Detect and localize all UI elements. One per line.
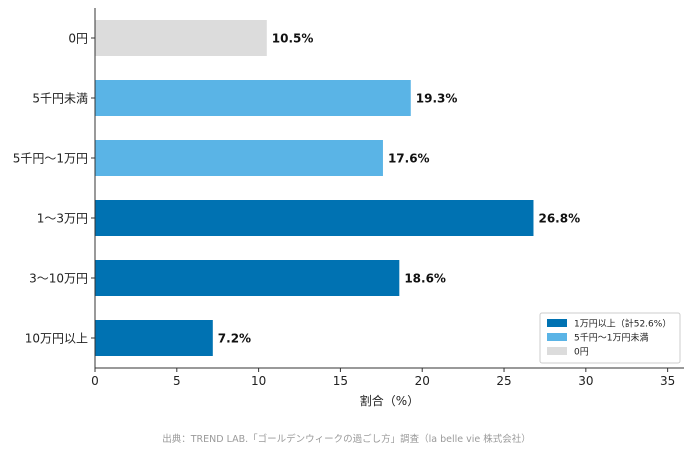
legend-label: 0円 — [574, 347, 589, 358]
data-label: 7.2% — [218, 332, 251, 346]
data-label: 17.6% — [388, 152, 430, 166]
x-tick-label: 10 — [251, 374, 266, 388]
bar — [95, 140, 383, 176]
legend-label: 5千円〜1万円未満 — [574, 332, 648, 344]
bar — [95, 320, 213, 356]
bar — [95, 200, 534, 236]
legend-label: 1万円以上（計52.6%） — [574, 318, 671, 330]
category-label: 5千円〜1万円 — [13, 152, 88, 166]
data-label: 26.8% — [538, 212, 580, 226]
bar — [95, 80, 411, 116]
x-axis-label: 割合（%） — [360, 393, 419, 408]
category-label: 10万円以上 — [25, 332, 88, 346]
x-tick-label: 35 — [660, 374, 675, 388]
x-tick-label: 0 — [91, 374, 99, 388]
x-tick-label: 30 — [578, 374, 593, 388]
data-label: 10.5% — [272, 32, 314, 46]
category-label: 1〜3万円 — [37, 212, 88, 226]
legend-box — [539, 312, 681, 364]
legend-swatch — [547, 319, 567, 327]
category-label: 0円 — [68, 32, 88, 46]
legend-swatch — [547, 347, 567, 355]
category-label: 5千円未満 — [32, 92, 88, 106]
x-tick-label: 20 — [415, 374, 430, 388]
x-tick-label: 15 — [333, 374, 348, 388]
category-label: 3〜10万円 — [29, 272, 88, 286]
x-tick-label: 25 — [496, 374, 511, 388]
legend-swatch — [547, 333, 567, 341]
data-label: 18.6% — [404, 272, 446, 286]
source-note: 出典：TREND LAB.「ゴールデンウィークの過ごし方」調査（la belle… — [162, 434, 531, 445]
data-label: 19.3% — [416, 92, 458, 106]
x-tick-label: 5 — [173, 374, 181, 388]
bar — [95, 20, 267, 56]
bar — [95, 260, 400, 296]
